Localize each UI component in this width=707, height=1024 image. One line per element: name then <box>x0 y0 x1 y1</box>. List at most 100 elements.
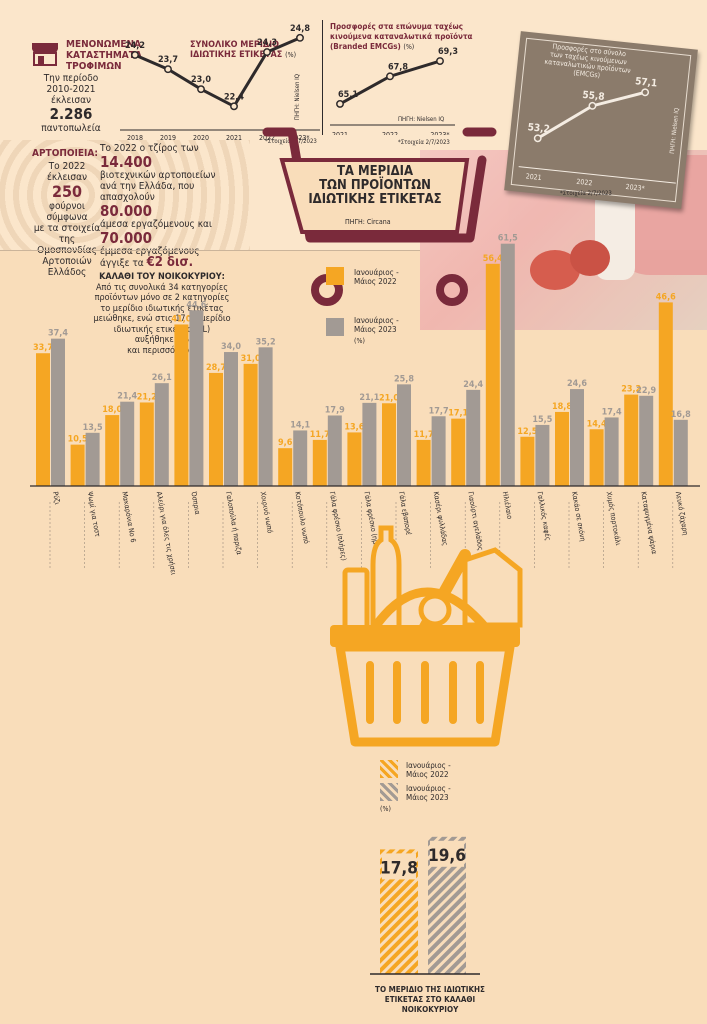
bar-value-label: 21,0 <box>379 393 399 403</box>
bar-value-label: 37,4 <box>48 329 68 339</box>
bar-value-label: 23,2 <box>621 385 641 395</box>
data-point <box>386 72 394 81</box>
bar-2022 <box>174 324 189 486</box>
data-point <box>230 102 238 111</box>
household-text: ΚΑΛΑΘΙ ΤΟΥ ΝΟΙΚΟΚΥΡΙΟΥ: Από τις συνολικά… <box>93 272 231 356</box>
chart1-title: ΣΥΝΟΛΙΚΟ ΜΕΡΙΔΙΟ ΙΔΙΩΤΙΚΗΣ ΕΤΙΚΕΤΑΣ (%) <box>190 40 297 60</box>
bar-value-label: 11,7 <box>310 430 330 440</box>
x-tick-label: 2021 <box>525 172 542 182</box>
bar-2022 <box>209 372 223 486</box>
divider <box>322 20 323 135</box>
data-point <box>263 48 271 57</box>
total-bar-value: 19,6 <box>428 846 466 866</box>
grocery-basket-icon <box>330 525 523 747</box>
legend-swatch-2023 <box>326 318 344 336</box>
bar-value-label: 34,0 <box>221 342 241 352</box>
category-label: Αλεύρι για όλες τις χρήσεις <box>155 491 178 575</box>
bar-2023 <box>120 401 135 486</box>
x-tick-label: 2022 <box>259 134 275 142</box>
bar-2022 <box>70 444 85 486</box>
data-point <box>164 65 172 74</box>
x-tick-label: 2023* <box>290 134 309 142</box>
total-bar-value: 17,8 <box>380 858 418 878</box>
category-label: Μακαρόνια Νο 6 <box>120 491 137 543</box>
bar-value-label: 11,7 <box>414 430 434 440</box>
category-label: Χυμός πορτοκάλι <box>605 491 622 546</box>
x-tick-label: 2022 <box>382 131 398 135</box>
stores-title: ΜΕΝΟΝΩΜΕΝΑ ΚΑΤΑΣΤΗΜΑΤΑ ΤΡΟΦΙΜΩΝ <box>66 39 142 72</box>
chart2-note: *Στοιχεία 2/7/2023 <box>398 139 450 146</box>
data-label: 55,8 <box>582 90 605 103</box>
branded-offers-line-chart: 65,1 2021 67,8 2022 69,3 2023* <box>330 47 458 135</box>
legend2-unit: (%) <box>380 805 391 813</box>
category-label: Κοτόπουλο νωπό <box>293 491 310 545</box>
private-label-share-bar-chart: 33,7 37,4 Ρύζι 10,5 13,5 Ψωμί για τοστ 18,0 21,… <box>30 234 700 575</box>
data-label: 67,8 <box>388 62 408 72</box>
x-tick-label: 2022 <box>576 178 593 188</box>
data-label: 22,4 <box>224 92 244 102</box>
bar-value-label: 12,5 <box>517 427 537 437</box>
bar-2023 <box>293 430 308 486</box>
data-label: 53,2 <box>527 122 550 135</box>
bar-2022 <box>555 411 569 486</box>
emcg-offers-line-chart: 53,2 2021 55,8 2022 57,1 2023* <box>518 76 676 193</box>
data-point <box>436 57 444 65</box>
bar-value-label: 31,0 <box>241 354 261 364</box>
bar-2023 <box>604 417 619 486</box>
bar-2022 <box>312 439 327 486</box>
category-label: Γαλλικός καφές <box>535 491 552 542</box>
total-caption: ΤΟ ΜΕΡΙΔΙΟ ΤΗΣ ΙΔΙΩΤΙΚΗΣ ΕΤΙΚΕΤΑΣ ΣΤΟ ΚΑΛ… <box>375 985 485 1014</box>
category-label: Κακάο σε σκόνη <box>570 491 587 542</box>
bar-2022 <box>243 363 258 486</box>
bar-value-label: 21,4 <box>117 392 137 402</box>
data-label: 24,2 <box>125 41 145 51</box>
bar-2022 <box>451 418 466 486</box>
bar-2023 <box>189 310 204 486</box>
bar-2022 <box>278 448 293 486</box>
category-label: Χοιρινό νωπό <box>259 491 274 534</box>
bar-value-label: 13,5 <box>83 423 103 433</box>
cart-source: ΠΗΓΗ: Circana <box>345 218 391 226</box>
bar-value-label: 13,6 <box>344 422 364 432</box>
household-total-bar-chart: 17,8 19,6 <box>370 836 480 975</box>
bar-2022 <box>36 353 50 486</box>
category-label: Γαλοπούλα ή παριζα <box>224 491 243 555</box>
bar-2023 <box>639 395 654 486</box>
emcg-offers-card: Προσφορές στο σύνολο των ταχέως κινούμενω… <box>504 31 698 209</box>
bar-2022 <box>589 429 604 486</box>
bar-2022 <box>520 436 535 486</box>
storefront-icon <box>32 43 58 66</box>
data-point <box>197 85 205 94</box>
bar-2023 <box>397 384 411 486</box>
section-divider <box>0 250 420 251</box>
bar-2022 <box>105 415 120 486</box>
bar-value-label: 33,7 <box>33 343 53 353</box>
bar-2022 <box>139 402 154 486</box>
chart2-title: Προσφορές στα επώνυμα ταχέως κινούμενα κα… <box>330 22 473 51</box>
stores-text: Την περίοδο 2010-2021 έκλεισαν 2.286 παντ… <box>41 73 101 134</box>
x-tick-label: 2021 <box>332 131 348 135</box>
bar-value-label: 17,7 <box>429 406 449 416</box>
bar-2022 <box>382 403 396 486</box>
bar-value-label: 21,2 <box>137 392 157 402</box>
bar-2022 <box>624 394 639 486</box>
bar-2023 <box>224 352 238 486</box>
bar-value-label: 61,5 <box>498 234 518 244</box>
bar-2023 <box>154 383 169 486</box>
legend2-swatch-2023 <box>380 783 398 801</box>
bar-2022 <box>347 432 362 486</box>
bar-value-label: 26,1 <box>152 373 172 383</box>
tomato <box>570 240 610 276</box>
bar-2023 <box>466 389 481 486</box>
total-bar-label-bg <box>430 840 464 867</box>
category-label: Ρύζι <box>51 491 61 505</box>
bar-value-label: 44,6 <box>186 300 206 310</box>
data-point <box>641 88 650 97</box>
data-label: 24,3 <box>257 38 277 48</box>
category-label: Καταψυγμένα ψάρια <box>639 491 658 555</box>
legend-swatch-2022 <box>326 267 344 285</box>
legend-label-2023: Ιανουάριος - Μάιος 2023 <box>354 316 399 334</box>
x-tick-label: 2020 <box>193 134 209 142</box>
legend2-label-2023: Ιανουάριος - Μάιος 2023 <box>406 784 451 802</box>
bar-2023 <box>570 389 584 486</box>
